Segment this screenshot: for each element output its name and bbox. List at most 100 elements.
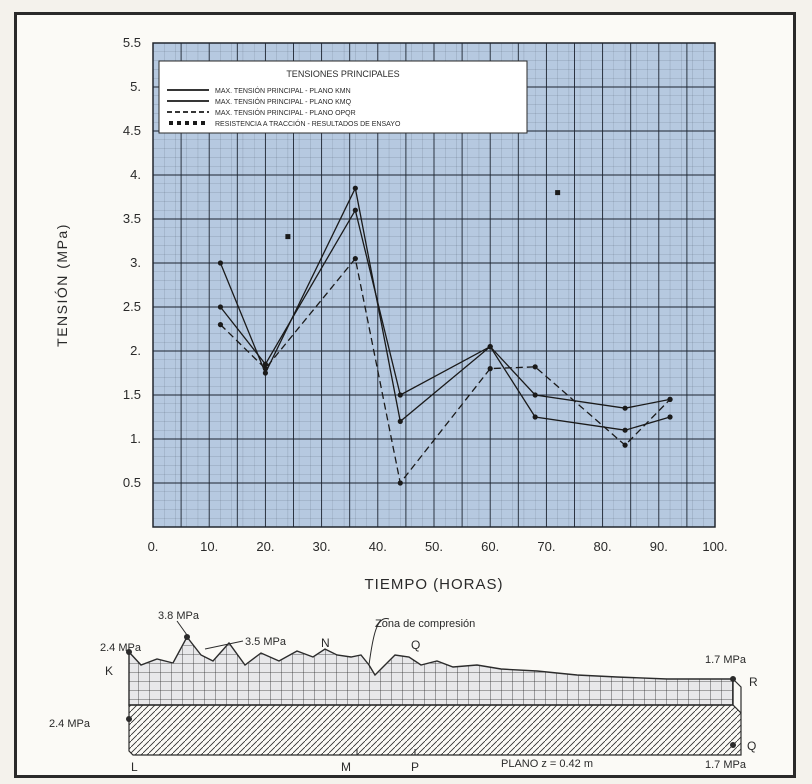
x-tick-label: 50. xyxy=(425,539,443,554)
stress-label-peak: 3.8 MPa xyxy=(158,610,200,622)
y-tick-label: 5. xyxy=(130,79,141,94)
mesh-hatched-layer xyxy=(128,704,742,756)
x-tick-label: 0. xyxy=(148,539,159,554)
y-axis-label: TENSIÓN (MPa) xyxy=(54,223,70,347)
data-point xyxy=(262,366,268,372)
x-tick-label: 100. xyxy=(702,539,727,554)
data-point xyxy=(532,414,538,420)
data-point xyxy=(352,256,358,262)
node-r xyxy=(730,676,736,682)
data-point xyxy=(487,366,493,372)
point-label-l: L xyxy=(131,760,138,774)
y-tick-label: 1. xyxy=(130,431,141,446)
zone-leader xyxy=(368,618,390,666)
series-1 xyxy=(217,207,673,433)
legend-label-resistencia: RESISTENCIA A TRACCIÓN - RESULTADOS DE E… xyxy=(215,119,401,128)
data-point-marker xyxy=(285,234,291,240)
stress-label-r: 1.7 MPa xyxy=(705,654,747,666)
legend-entry-opqr: MAX. TENSIÓN PRINCIPAL - PLANO OPQR xyxy=(167,108,356,117)
legend-box xyxy=(158,60,528,134)
x-tick-label: 10. xyxy=(200,539,218,554)
x-tick-label: 20. xyxy=(256,539,274,554)
data-point xyxy=(397,418,403,424)
data-point xyxy=(262,361,268,367)
y-tick-label: 2.5 xyxy=(123,299,141,314)
data-point xyxy=(262,370,268,376)
figure-frame: 0. 10. 20. 30. 40. 50. 60. 70. 80. 90. 100. 0.5 1. 1.… xyxy=(14,12,796,778)
series-3 xyxy=(285,190,561,240)
legend: TENSIONES PRINCIPALES MAX. TENSIÓN PRINC… xyxy=(158,60,528,134)
legend-title: TENSIONES PRINCIPALES xyxy=(286,69,399,79)
y-tick-label: 5.5 xyxy=(123,35,141,50)
legend-marker xyxy=(169,121,173,125)
y-tick-label: 2. xyxy=(130,343,141,358)
legend-label-kmn: MAX. TENSIÓN PRINCIPAL - PLANO KMN xyxy=(215,86,351,95)
point-label-q-bottom: Q xyxy=(747,739,756,753)
x-axis-label: TIEMPO (HORAS) xyxy=(364,576,503,593)
legend-entry-resistencia: RESISTENCIA A TRACCIÓN - RESULTADOS DE E… xyxy=(169,119,401,128)
data-point xyxy=(352,185,358,191)
point-label-m: M xyxy=(341,760,351,774)
data-point xyxy=(397,392,403,398)
data-point xyxy=(217,322,224,328)
y-tick-label: 3. xyxy=(130,255,141,270)
series-2 xyxy=(217,256,673,486)
legend-marker xyxy=(193,121,197,125)
node-q-bottom xyxy=(730,742,736,748)
data-point xyxy=(352,207,358,213)
y-tick-label: 3.5 xyxy=(123,211,141,226)
data-point-marker xyxy=(555,190,561,196)
leader-3-8 xyxy=(176,620,188,636)
mesh-edge xyxy=(732,678,742,713)
plane-label: PLANO z = 0.42 m xyxy=(501,758,593,770)
legend-entry-kmq: MAX. TENSIÓN PRINCIPAL - PLANO KMQ xyxy=(167,97,352,106)
legend-label-opqr: MAX. TENSIÓN PRINCIPAL - PLANO OPQR xyxy=(215,108,356,117)
x-tick-label: 30. xyxy=(313,539,331,554)
data-point xyxy=(532,392,538,398)
y-tick-label: 0.5 xyxy=(123,475,141,490)
data-point xyxy=(622,427,628,433)
legend-entry-kmn: MAX. TENSIÓN PRINCIPAL - PLANO KMN xyxy=(167,86,351,95)
data-point xyxy=(622,442,628,448)
x-tick-label: 80. xyxy=(594,539,612,554)
series-layer xyxy=(217,185,673,486)
mesh-body xyxy=(128,635,734,706)
series-line-2 xyxy=(219,257,671,485)
data-point xyxy=(667,396,673,402)
stress-label-left-bottom: 2.4 MPa xyxy=(49,718,91,730)
point-label-k: K xyxy=(105,664,113,678)
x-tick-label: 70. xyxy=(537,539,555,554)
point-label-r: R xyxy=(749,675,758,689)
figure-svg: 0. 10. 20. 30. 40. 50. 60. 70. 80. 90. 100. 0.5 1. 1.… xyxy=(49,35,758,774)
data-point xyxy=(667,414,673,420)
node-peak xyxy=(184,634,190,640)
series-line-0 xyxy=(219,186,671,423)
point-label-n: N xyxy=(321,636,330,650)
data-point xyxy=(217,260,224,266)
stress-label-k: 2.4 MPa xyxy=(100,642,142,654)
x-tick-label: 60. xyxy=(481,539,499,554)
zone-label: Zona de compresión xyxy=(375,618,475,630)
data-point xyxy=(622,405,628,411)
node-left-bottom xyxy=(126,716,132,722)
data-point xyxy=(397,480,403,486)
node-k xyxy=(126,649,132,655)
point-label-q-top: Q xyxy=(411,638,420,652)
data-point xyxy=(217,304,224,310)
mesh-diagram: 2.4 MPa 3.8 MPa 3.5 MPa 2.4 MPa 1.7 MPa … xyxy=(49,610,758,774)
legend-swatch-resistencia xyxy=(169,121,205,125)
y-tick-label: 4.5 xyxy=(123,123,141,138)
y-tick-label: 4. xyxy=(130,167,141,182)
legend-marker xyxy=(201,121,205,125)
y-tick-label: 1.5 xyxy=(123,387,141,402)
leader-3-5 xyxy=(204,640,244,650)
stress-label-q-bottom: 1.7 MPa xyxy=(705,759,747,771)
x-tick-label: 40. xyxy=(369,539,387,554)
series-line-1 xyxy=(219,208,671,431)
data-point xyxy=(487,344,493,350)
legend-marker xyxy=(177,121,181,125)
axis-ticks: 0. 10. 20. 30. 40. 50. 60. 70. 80. 90. 100. 0.5 1. 1.… xyxy=(123,35,728,554)
legend-label-kmq: MAX. TENSIÓN PRINCIPAL - PLANO KMQ xyxy=(215,97,352,106)
point-label-p: P xyxy=(411,760,419,774)
legend-marker xyxy=(185,121,189,125)
